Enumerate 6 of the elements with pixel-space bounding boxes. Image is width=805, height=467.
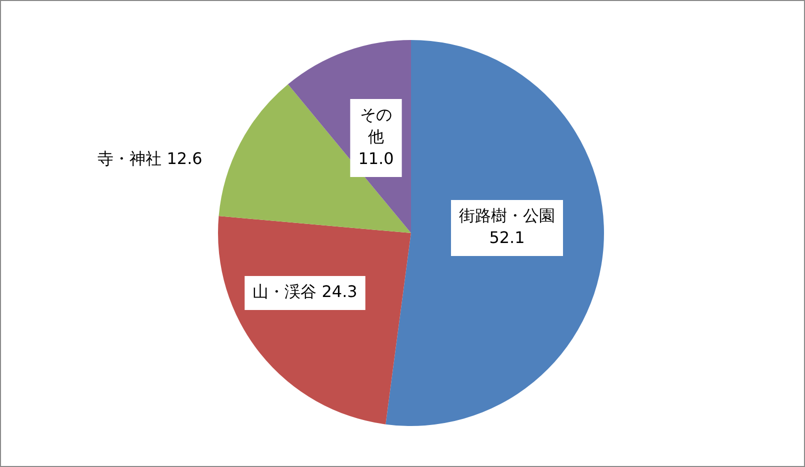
slice-label: 山・渓谷 24.3 [252, 282, 358, 302]
data-label: 52.1 [489, 228, 525, 248]
slice-label: 寺・神社 12.6 [98, 149, 202, 168]
slice-label: 街路樹・公園 [459, 206, 555, 226]
data-label: 11.0 [358, 149, 394, 168]
slice-label: その他 [360, 105, 392, 146]
